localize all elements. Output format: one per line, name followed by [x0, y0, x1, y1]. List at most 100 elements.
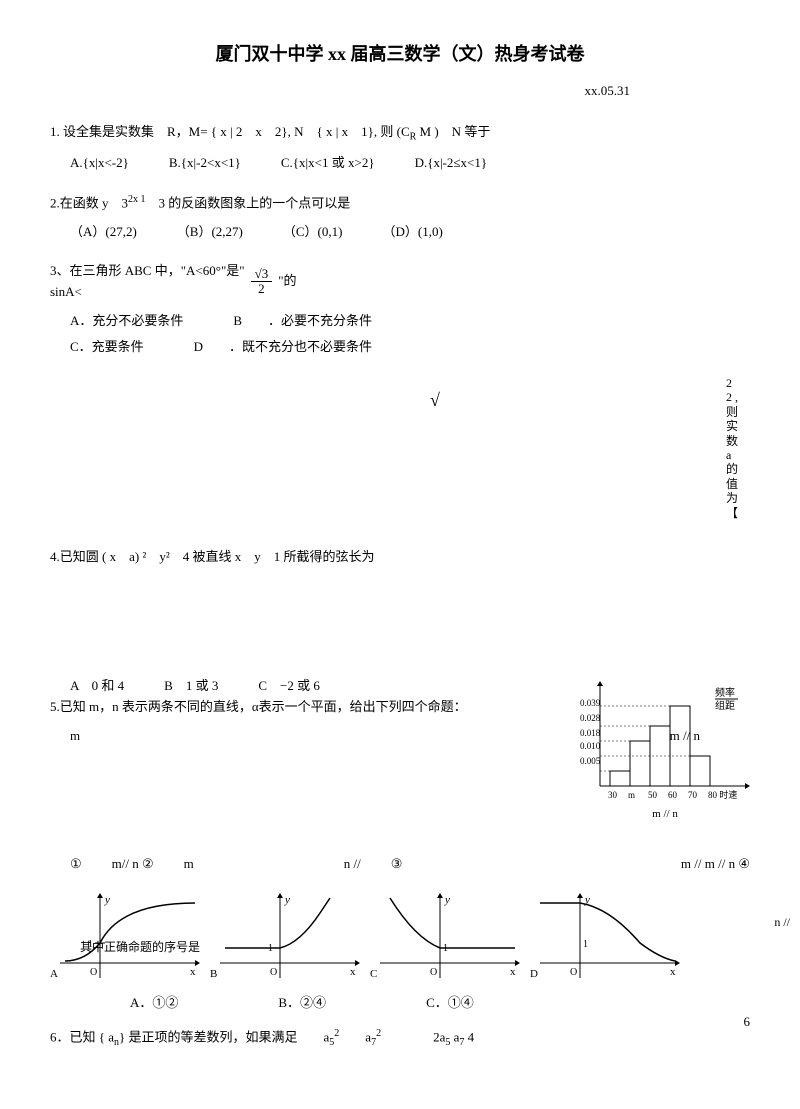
svg-text:D: D: [530, 968, 538, 980]
q5-l3b: m// n ②: [112, 854, 154, 875]
graph-d: xy O 1 D: [530, 893, 680, 983]
svg-text:O: O: [90, 967, 97, 978]
svg-text:0.039: 0.039: [580, 698, 601, 708]
q1-options: A.{x|x<-2} B.{x|-2<x<1} C.{x|x<1 或 x>2} …: [50, 153, 750, 174]
q5-line3: ① m// n ② m n // ③ m // m // n ④: [50, 854, 750, 875]
side-text: 2 2 , 则 实 数 a 的 值 为 【: [726, 376, 740, 520]
q6-p6: 4: [464, 1029, 474, 1044]
svg-text:x: x: [670, 966, 676, 978]
graph-c: x y O 1 C: [370, 893, 520, 983]
q2-opt-b: （B）(2,27): [177, 222, 243, 243]
q2-opt-d: （D）(1,0): [382, 222, 442, 243]
q3-options: A．充分不必要条件 B ．必要不充分条件 C．充要条件 D ．既不充分也不必要条…: [50, 311, 750, 359]
question-6: 6．已知 { an} 是正项的等差数列，如果满足 a52 a72 2a5 a7 …: [50, 1026, 750, 1051]
q4-opt-b: B 1 或 3: [164, 676, 218, 697]
svg-text:y: y: [104, 894, 110, 906]
svg-text:x: x: [190, 966, 196, 978]
svg-text:0.005: 0.005: [580, 756, 601, 766]
svg-text:C: C: [370, 968, 377, 980]
q1-text: 1. 设全集是实数集 R，M= { x | 2 x 2}, N { x | x …: [50, 122, 750, 146]
q3-frac-num: √3: [251, 267, 273, 282]
function-graphs: x y O 1 A x y O 1 B x y O 1 C xy O 1 D 其中正确…: [50, 893, 750, 983]
q2-opt-a: （A）(27,2): [70, 222, 137, 243]
q6-p3: a: [339, 1029, 371, 1044]
q4-opt-a: A 0 和 4: [70, 676, 124, 697]
question-2: 2.在函数 y 32x 1 3 的反函数图象上的一个点可以是 （A）(27,2)…: [50, 192, 750, 243]
svg-text:60: 60: [668, 790, 678, 800]
graph-b: x y O 1 B: [210, 893, 360, 983]
q1-part2: M ) N 等于: [416, 124, 490, 139]
q3-fraction: √3 2: [251, 267, 273, 297]
q5-l3a: ①: [70, 854, 82, 875]
question-1: 1. 设全集是实数集 R，M= { x | 2 x 2}, N { x | x …: [50, 122, 750, 174]
q3-line2: sinA<: [50, 284, 82, 299]
question-4-5: 0.039 0.028 0.018 0.010 0.005 30 m 50 60…: [50, 676, 750, 836]
q6-p2: } 是正项的等差数列，如果满足 a: [119, 1029, 329, 1044]
svg-text:B: B: [210, 968, 217, 980]
q2-text: 2.在函数 y 32x 1 3 的反函数图象上的一个点可以是: [50, 192, 750, 214]
svg-text:频率: 频率: [715, 686, 735, 699]
q6-p1: 6．已知 { a: [50, 1029, 114, 1044]
sqrt-symbol: √: [430, 386, 440, 415]
q4-opt-c: C −2 或 6: [258, 676, 320, 697]
hist-sub: m // n: [580, 806, 750, 824]
q3-opt-d: D ．既不充分也不必要条件: [194, 337, 372, 358]
histogram-chart: 0.039 0.028 0.018 0.010 0.005 30 m 50 60…: [580, 676, 750, 824]
q2-part1: 2.在函数 y 3: [50, 195, 128, 210]
q1-opt-c: C.{x|x<1 或 x>2}: [281, 153, 375, 174]
mid-block: √ 2 2 , 则 实 数 a 的 值 为 【 4.已知圆 ( x a) ² y…: [50, 376, 750, 576]
q3-line3: "的: [278, 271, 296, 292]
svg-text:0.028: 0.028: [580, 713, 601, 723]
q2-part2: 3 的反函数图象上的一个点可以是: [146, 195, 351, 210]
q5-opt-a: A．①②: [130, 993, 178, 1014]
q5-mid: 其中正确命题的序号是: [80, 938, 200, 957]
exam-date: xx.05.31: [50, 81, 750, 102]
q3-opt-b: B ．必要不充分条件: [233, 311, 372, 332]
q6-right: 6: [744, 1012, 751, 1033]
q5-l2a: m: [70, 726, 80, 747]
question-3: 3、在三角形 ABC 中，"A<60°"是" sinA< √3 2 "的 A．充…: [50, 261, 750, 358]
svg-text:x: x: [510, 966, 516, 978]
q5-l3e: ③: [391, 854, 403, 875]
svg-text:70: 70: [688, 790, 698, 800]
svg-text:80 时速: 80 时速: [708, 789, 737, 800]
q1-opt-d: D.{x|-2≤x<1}: [415, 153, 488, 174]
q6-p4: 2a: [381, 1029, 445, 1044]
q5-options: A．①② B．②④ C．①④: [50, 993, 750, 1014]
q5-opt-b: B．②④: [278, 993, 326, 1014]
q2-opt-c: （C）(0,1): [283, 222, 343, 243]
q3-opt-a: A．充分不必要条件: [70, 311, 183, 332]
svg-text:O: O: [430, 967, 437, 978]
q1-opt-b: B.{x|-2<x<1}: [169, 153, 241, 174]
svg-text:50: 50: [648, 790, 658, 800]
q5-l3d: n //: [344, 854, 361, 875]
q3-frac-den: 2: [251, 282, 273, 296]
q3-line1: 3、在三角形 ABC 中，"A<60°"是": [50, 263, 245, 278]
svg-text:0.010: 0.010: [580, 741, 601, 751]
svg-text:O: O: [570, 967, 577, 978]
q2-options: （A）(27,2) （B）(2,27) （C）(0,1) （D）(1,0): [50, 222, 750, 243]
svg-text:A: A: [50, 968, 58, 980]
svg-text:y: y: [444, 894, 450, 906]
q4-text: 4.已知圆 ( x a) ² y² 4 被直线 x y 1 所截得的弦长为: [50, 547, 374, 568]
svg-text:1: 1: [583, 939, 588, 950]
q1-opt-a: A.{x|x<-2}: [70, 153, 129, 174]
svg-text:组距: 组距: [715, 699, 735, 712]
q5-l3c: m: [184, 854, 194, 875]
svg-text:y: y: [284, 894, 290, 906]
q2-sup: 2x 1: [128, 194, 146, 205]
svg-text:1: 1: [268, 943, 273, 954]
q5-l2b: m // n: [670, 726, 700, 747]
q1-part1: 1. 设全集是实数集 R，M= { x | 2 x 2}, N { x | x …: [50, 124, 410, 139]
q5-mid2: n //: [774, 913, 790, 932]
svg-text:O: O: [270, 967, 277, 978]
svg-text:x: x: [350, 966, 356, 978]
svg-text:30: 30: [608, 790, 618, 800]
q3-opt-c: C．充要条件: [70, 337, 144, 358]
svg-text:m: m: [628, 790, 635, 800]
svg-text:1: 1: [443, 943, 448, 954]
q5-l3f: m // m // n ④: [681, 854, 750, 875]
svg-text:0.018: 0.018: [580, 728, 601, 738]
q3-text: 3、在三角形 ABC 中，"A<60°"是" sinA< √3 2 "的: [50, 261, 750, 303]
exam-title: 厦门双十中学 xx 届高三数学（文）热身考试卷: [50, 40, 750, 69]
